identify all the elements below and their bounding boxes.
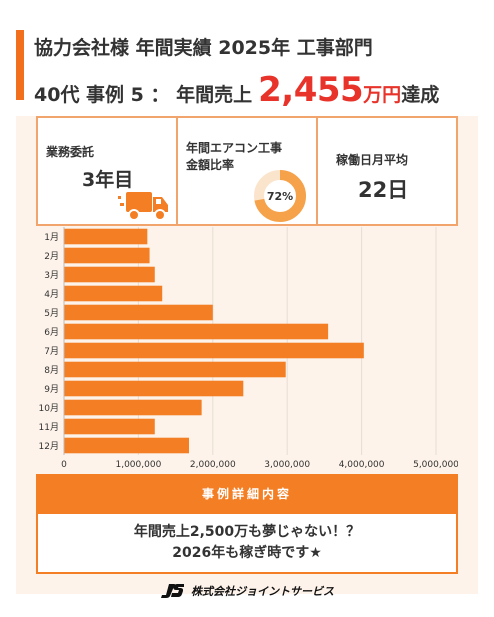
y-tick-label: 4月 [44,289,59,300]
bar-5 [64,304,213,321]
stat-aircon-ratio: 年間エアコン工事 金額比率 72% [178,118,318,224]
y-tick-label: 8月 [44,365,59,376]
stat-workdays: 稼働日月平均 22日 [318,118,456,224]
bar-9 [64,380,244,397]
case-label: 40代 事例 5 ： 年間売上 [34,84,253,106]
page-title: 協力会社様 年間実績 2025年 工事部門 [34,37,373,59]
stat-aircon-label-line1: 年間エアコン工事 [186,141,283,155]
y-tick-label: 9月 [44,384,59,395]
x-tick-label: 2,000,000 [190,460,236,470]
x-tick-label: 3,000,000 [264,460,310,470]
details-line2: 2026年も稼ぎ時です★ [172,545,322,561]
truck-icon [118,192,168,221]
page-subtitle: 40代 事例 5 ： 年間売上 2,455万円達成 [34,70,439,110]
x-tick-label: 5,000,000 [413,460,458,470]
bar-2 [64,247,150,264]
bar-6 [64,323,329,340]
sales-unit: 万円 [363,84,402,106]
bar-10 [64,399,202,416]
monthly-sales-chart: 0 1,000,000 2,000,000 3,000,000 4,000,000 5,0… [39,227,458,470]
sales-achieved: 達成 [401,84,440,106]
y-tick-label: 12月 [39,441,59,452]
stat-contract-value: 3年目 [82,169,134,191]
bar-11 [64,418,155,435]
bar-12 [64,437,189,454]
y-tick-label: 7月 [44,346,59,357]
stats-row: 業務委託 3年目 年間エアコン工事 金額比率 72% 稼働日月平均 22日 [36,116,458,226]
stat-aircon-label-line2: 金額比率 [186,158,235,172]
y-tick-label: 10月 [39,403,59,414]
bar-3 [64,266,155,283]
bar-4 [64,285,163,302]
y-tick-label: 1月 [44,232,59,243]
y-tick-label: 11月 [39,422,59,433]
details-line1: 年間売上2,500万も夢じゃない！？ [133,524,361,540]
stat-contract: 業務委託 3年目 [38,118,178,224]
bar-8 [64,361,286,378]
stat-aircon-label: 年間エアコン工事 金額比率 [186,140,282,174]
x-tick-label: 1,000,000 [115,460,161,470]
stat-contract-label: 業務委託 [46,145,95,159]
y-tick-label: 6月 [44,327,59,338]
y-tick-label: 2月 [44,251,59,262]
footer: 株式会社ジョイントサービス [0,576,494,606]
ratio-donut-chart: 72% [254,170,306,222]
sales-amount: 2,455 [258,70,364,110]
bar-7 [64,342,364,359]
company-name: 株式会社ジョイントサービス [191,585,334,598]
details-heading: 事例詳細内容 [36,474,458,512]
title-accent-bar [16,30,24,100]
details-message: 年間売上2,500万も夢じゃない！？ 2026年も稼ぎ時です★ [36,512,458,574]
donut-percent: 72% [267,190,293,203]
stat-workdays-value: 22日 [358,178,409,202]
company-logo-icon [161,584,184,598]
stat-workdays-label: 稼働日月平均 [336,153,409,167]
x-tick-label: 4,000,000 [339,460,385,470]
y-tick-label: 3月 [44,270,59,281]
x-tick-label: 0 [61,460,67,470]
donut-fill [254,170,306,222]
y-tick-label: 5月 [44,308,59,319]
bar-1 [64,228,148,245]
